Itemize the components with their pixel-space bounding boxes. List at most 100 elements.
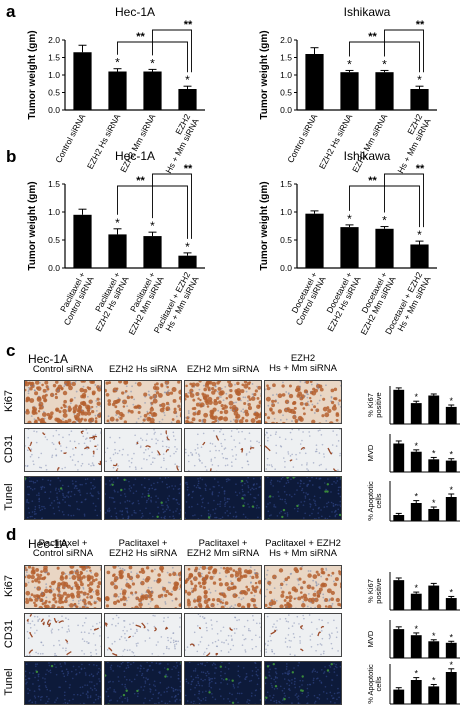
nucleus <box>175 450 177 453</box>
nucleus <box>277 402 280 404</box>
nucleus <box>140 467 143 470</box>
nucleus <box>129 485 131 487</box>
nucleus <box>339 452 341 455</box>
stained-nucleus <box>335 413 340 417</box>
nucleus <box>44 685 47 687</box>
micrograph-tunel <box>104 661 182 705</box>
nucleus <box>38 504 41 507</box>
stained-nucleus <box>173 581 179 587</box>
nucleus <box>85 498 87 500</box>
nucleus <box>63 691 66 694</box>
nucleus <box>212 509 214 511</box>
stained-nucleus <box>203 599 209 605</box>
nucleus <box>259 699 261 701</box>
nucleus <box>316 671 319 674</box>
nucleus <box>109 680 111 683</box>
nucleus <box>336 692 339 694</box>
nucleus <box>27 436 30 439</box>
nucleus <box>146 499 148 502</box>
nucleus <box>147 603 150 605</box>
nucleus <box>301 586 304 589</box>
nucleus <box>133 511 136 514</box>
nucleus <box>242 422 244 423</box>
nucleus <box>322 704 324 705</box>
bar <box>143 71 162 110</box>
stained-nucleus <box>180 411 181 415</box>
nucleus <box>186 481 188 484</box>
nucleus <box>168 403 170 406</box>
nucleus <box>189 688 192 691</box>
nucleus <box>92 632 95 635</box>
vessel <box>270 629 277 635</box>
bar <box>410 635 422 658</box>
nucleus <box>286 663 288 665</box>
nucleus <box>221 453 224 455</box>
nucleus <box>152 614 154 617</box>
stained-nucleus <box>145 575 151 581</box>
nucleus <box>190 675 193 678</box>
nucleus <box>242 597 245 599</box>
nucleus <box>78 596 81 599</box>
nucleus <box>249 575 252 578</box>
nucleus <box>268 584 271 587</box>
stained-nucleus <box>220 605 225 608</box>
nucleus <box>329 701 332 703</box>
nucleus <box>330 501 333 504</box>
nucleus <box>226 464 229 466</box>
bar <box>428 459 440 472</box>
stained-nucleus <box>284 399 290 405</box>
stained-nucleus <box>225 396 229 400</box>
nucleus <box>83 631 86 633</box>
y-axis-label-line: MVD <box>366 444 375 461</box>
nucleus <box>44 681 47 683</box>
stained-nucleus <box>76 590 81 595</box>
nucleus <box>284 512 286 515</box>
nucleus <box>193 693 196 696</box>
nucleus <box>88 663 91 666</box>
nucleus <box>74 464 77 466</box>
nucleus <box>38 688 41 691</box>
nucleus <box>139 415 142 418</box>
nucleus <box>58 594 61 597</box>
nucleus <box>312 669 314 672</box>
nucleus <box>208 672 210 675</box>
nucleus <box>112 466 115 469</box>
nucleus <box>111 643 114 645</box>
nucleus <box>280 478 283 480</box>
stained-nucleus <box>30 593 34 597</box>
stained-nucleus <box>79 580 83 584</box>
nucleus <box>232 401 235 404</box>
stained-nucleus <box>171 418 175 421</box>
nucleus <box>28 700 30 702</box>
nucleus <box>272 626 274 628</box>
nucleus <box>172 632 174 634</box>
nucleus <box>77 469 79 471</box>
nucleus <box>120 635 123 638</box>
nucleus <box>220 681 222 684</box>
stained-nucleus <box>25 599 30 605</box>
nucleus <box>275 672 278 675</box>
vessel <box>289 459 293 462</box>
nucleus <box>265 388 267 391</box>
y-axis-label-line: % Ki67 <box>366 393 375 417</box>
nucleus <box>165 385 168 387</box>
nucleus <box>95 410 98 412</box>
nucleus <box>34 505 37 508</box>
stained-nucleus <box>255 420 259 423</box>
nucleus <box>249 493 252 496</box>
nucleus <box>57 477 60 479</box>
stained-nucleus <box>326 406 330 409</box>
nucleus <box>54 519 56 520</box>
nucleus <box>285 391 288 393</box>
nucleus <box>50 519 52 520</box>
nucleus <box>55 487 57 490</box>
nucleus <box>108 699 111 702</box>
nucleus <box>199 641 202 643</box>
nucleus <box>322 593 325 596</box>
nucleus <box>226 510 228 512</box>
nucleus <box>114 691 117 693</box>
nucleus <box>144 486 146 489</box>
nucleus <box>323 650 325 653</box>
nucleus <box>107 695 110 698</box>
nucleus <box>235 483 237 485</box>
